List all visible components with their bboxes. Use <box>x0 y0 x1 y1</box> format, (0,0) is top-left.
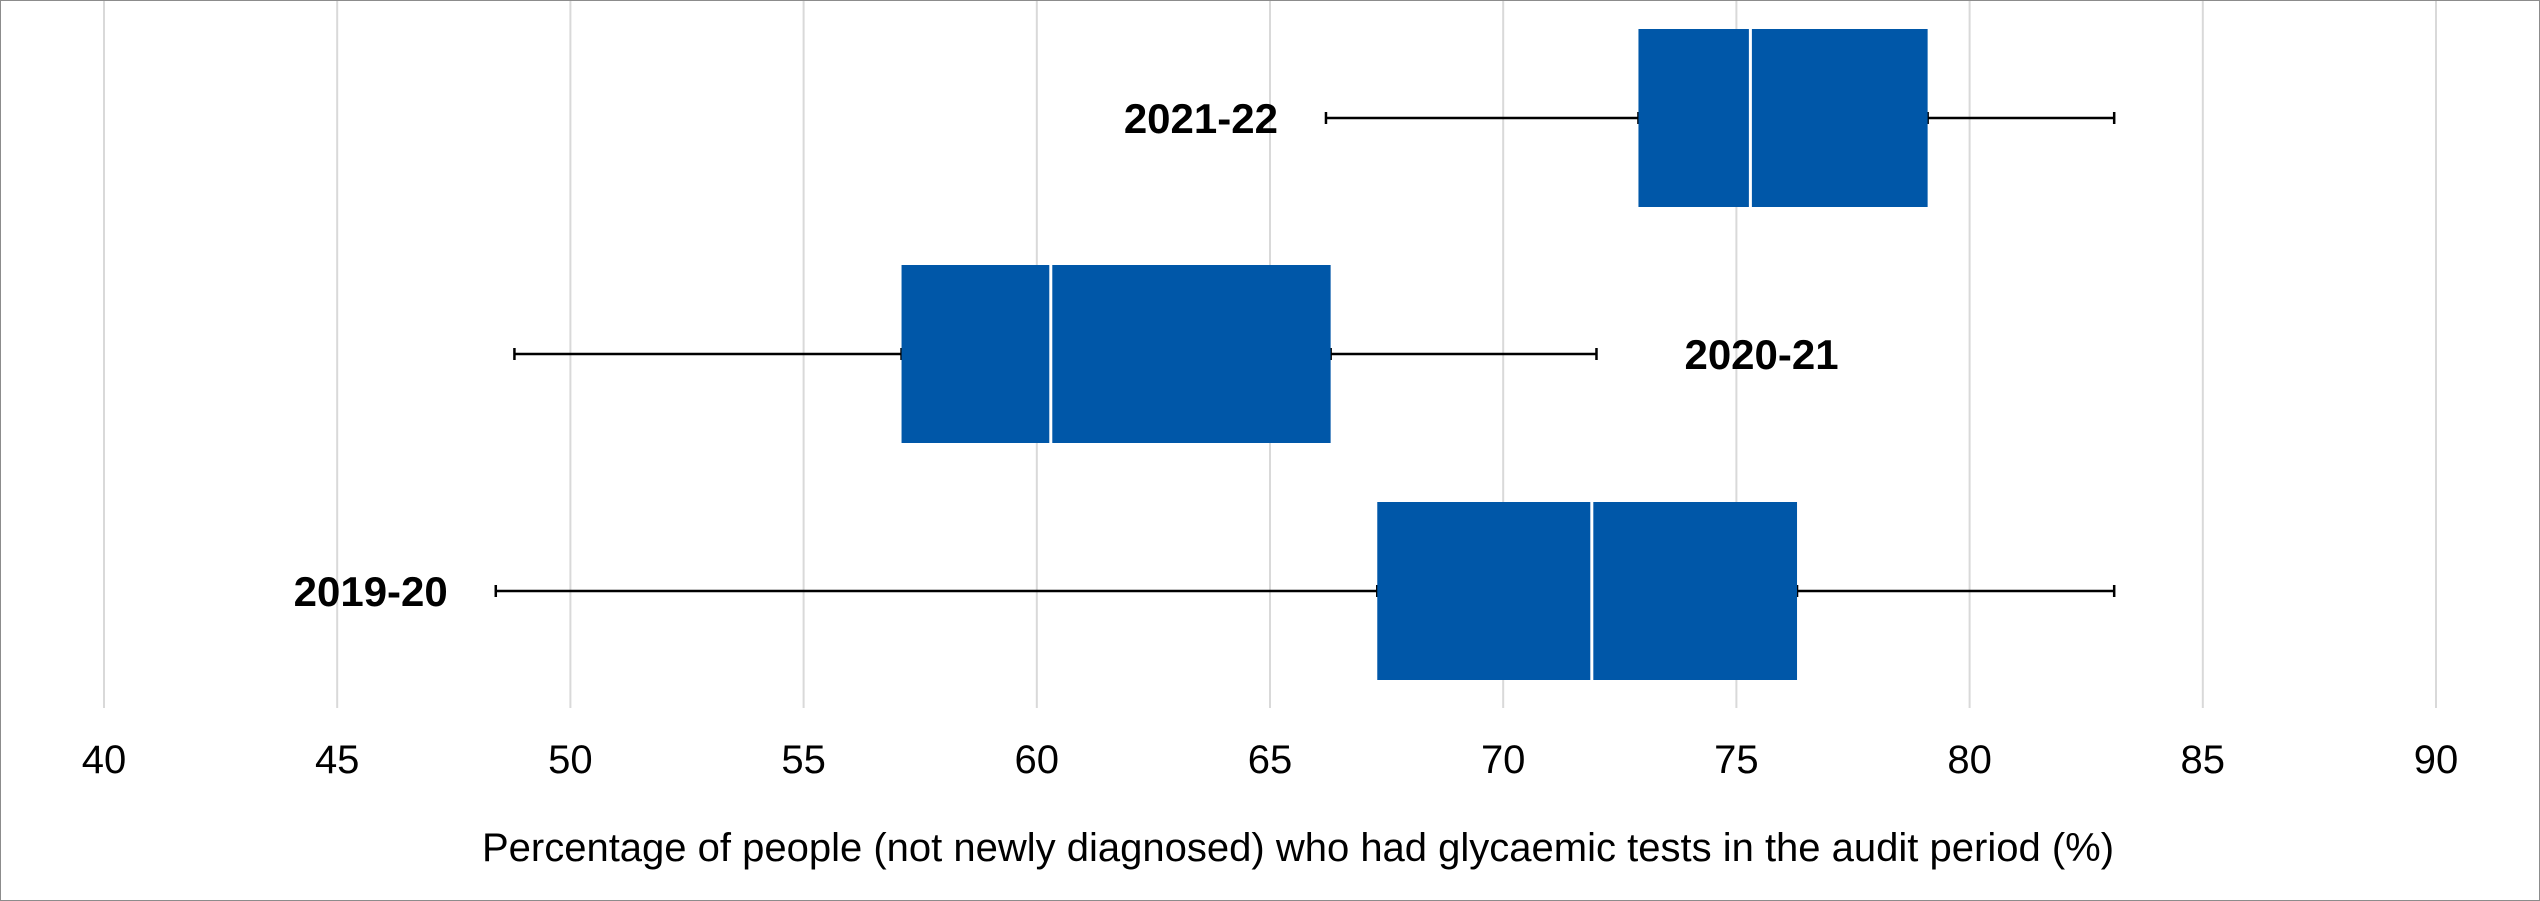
x-tick-label: 80 <box>1947 738 1992 782</box>
box-lower-half <box>1638 29 1751 207</box>
x-axis-ticks: 40 45 50 55 60 65 70 75 80 85 90 <box>82 738 2459 782</box>
x-tick-label: 55 <box>781 738 826 782</box>
box-upper-half <box>1050 265 1331 443</box>
box-lower-half <box>1377 502 1592 680</box>
x-tick-label: 45 <box>315 738 360 782</box>
x-tick-label: 60 <box>1015 738 1060 782</box>
category-label: 2021-22 <box>1124 95 1278 142</box>
x-tick-label: 50 <box>548 738 593 782</box>
x-axis-title: Percentage of people (not newly diagnose… <box>482 826 2114 870</box>
category-labels: 2021-22 2020-21 2019-20 <box>294 95 1839 615</box>
boxes <box>901 29 1928 680</box>
box-lower-half <box>901 265 1051 443</box>
x-tick-label: 65 <box>1248 738 1293 782</box>
x-tick-label: 70 <box>1481 738 1526 782</box>
category-label: 2019-20 <box>294 568 448 615</box>
x-tick-label: 85 <box>2181 738 2226 782</box>
category-label: 2020-21 <box>1684 331 1838 378</box>
x-tick-label: 40 <box>82 738 127 782</box>
box-upper-half <box>1591 502 1798 680</box>
box-upper-half <box>1750 29 1928 207</box>
x-tick-label: 75 <box>1714 738 1759 782</box>
x-tick-label: 90 <box>2414 738 2459 782</box>
